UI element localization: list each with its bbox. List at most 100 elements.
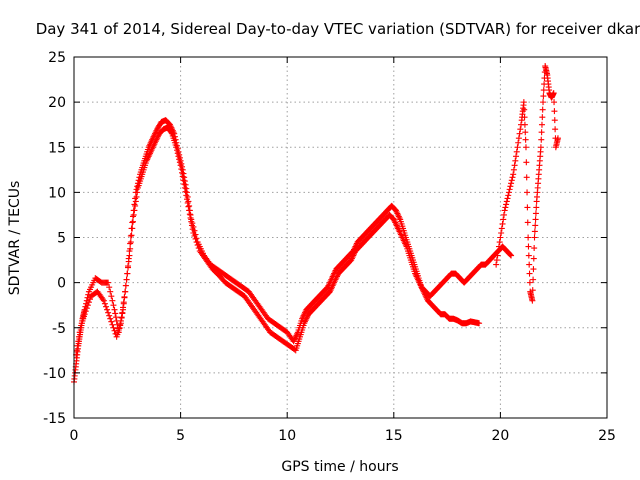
data-point (125, 264, 132, 271)
y-tick-label: -5 (52, 321, 66, 337)
data-point (512, 157, 519, 164)
data-point (173, 144, 180, 151)
data-point (127, 232, 134, 239)
data-point (110, 302, 117, 309)
data-point (525, 234, 532, 241)
data-point (183, 189, 190, 196)
data-point (107, 288, 114, 295)
data-point (494, 252, 501, 259)
data-point (189, 226, 196, 233)
data-point (81, 311, 88, 318)
data-point (538, 121, 545, 128)
x-tick-label: 0 (70, 428, 79, 444)
y-tick-label: -15 (43, 411, 66, 427)
data-point (134, 189, 141, 196)
data-point (132, 198, 139, 205)
data-point (192, 236, 199, 243)
data-point (476, 320, 483, 327)
data-point (524, 219, 531, 226)
data-point (188, 222, 195, 229)
data-point (122, 288, 129, 295)
data-point (510, 171, 517, 178)
data-point (501, 207, 508, 214)
data-point (178, 166, 185, 173)
data-point (85, 299, 92, 306)
data-point (185, 203, 192, 210)
data-point (513, 148, 520, 155)
data-point (194, 242, 201, 249)
data-point (177, 162, 184, 169)
data-point (174, 150, 181, 157)
x-tick-label: 5 (176, 428, 185, 444)
data-point (76, 329, 83, 336)
data-point (493, 261, 500, 268)
data-point (187, 214, 194, 221)
data-point (504, 195, 511, 202)
data-point (179, 166, 186, 173)
data-point (129, 219, 136, 226)
data-point (102, 303, 109, 310)
data-point (515, 135, 522, 142)
data-point (500, 211, 507, 218)
data-point (188, 218, 195, 225)
data-point (554, 135, 561, 142)
data-point (532, 222, 539, 229)
data-point (193, 239, 200, 246)
data-point (551, 117, 558, 124)
y-tick-label: 5 (57, 231, 66, 247)
data-point (532, 210, 539, 217)
data-point (133, 193, 140, 200)
data-point (523, 174, 530, 181)
data-point (108, 318, 115, 325)
data-point (537, 144, 544, 151)
data-point (551, 99, 558, 106)
data-point (521, 114, 528, 121)
data-point (529, 297, 536, 304)
data-point (182, 181, 189, 188)
data-point (100, 297, 107, 304)
data-point (75, 333, 82, 340)
data-point (174, 147, 181, 154)
data-point (122, 282, 129, 289)
y-tick-label: 0 (57, 276, 66, 292)
data-point (522, 136, 529, 143)
data-point (513, 153, 520, 160)
data-point (495, 248, 502, 255)
data-point (503, 201, 510, 208)
data-point (522, 144, 529, 151)
data-point (179, 169, 186, 176)
data-point (132, 195, 139, 202)
data-point (539, 106, 546, 113)
data-point (540, 87, 547, 94)
data-point (500, 216, 507, 223)
data-point (550, 90, 557, 97)
data-point (127, 240, 134, 247)
data-point (75, 338, 82, 345)
data-point (532, 216, 539, 223)
data-point (109, 321, 116, 328)
data-point (127, 245, 134, 252)
data-point (529, 287, 536, 294)
y-axis-label: SDTVAR / TECUs (7, 181, 23, 296)
data-point (506, 186, 513, 193)
data-point (509, 174, 516, 181)
data-point (124, 270, 131, 277)
data-point (107, 315, 114, 322)
data-point (190, 229, 197, 236)
data-point (497, 234, 504, 241)
data-point (129, 213, 136, 220)
data-point (131, 207, 138, 214)
data-point (181, 174, 188, 181)
data-point (498, 229, 505, 236)
data-point (502, 204, 509, 211)
data-point (111, 306, 118, 313)
data-point (524, 189, 531, 196)
data-point (523, 159, 530, 166)
data-point (520, 99, 527, 106)
data-point (74, 342, 81, 349)
y-tick-label: 25 (48, 50, 66, 66)
data-point (184, 199, 191, 206)
data-point (530, 276, 537, 283)
data-point (503, 198, 510, 205)
x-tick-label: 25 (598, 428, 616, 444)
